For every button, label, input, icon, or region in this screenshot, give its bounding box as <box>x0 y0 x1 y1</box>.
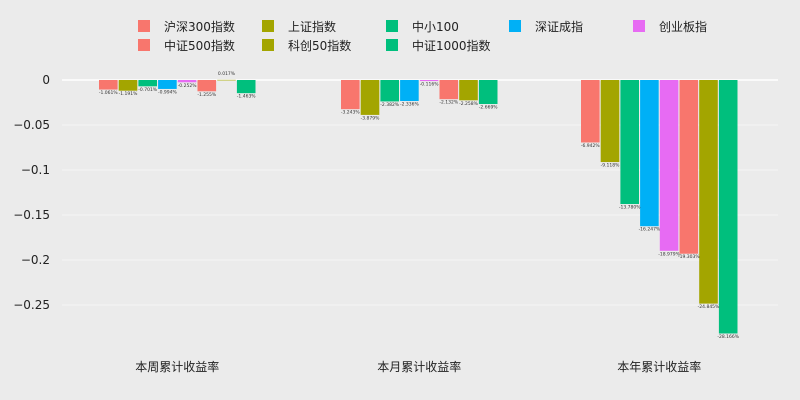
bar <box>341 80 360 110</box>
bar <box>177 80 197 83</box>
bar-value-label: -16.247% <box>639 227 661 233</box>
y-tick-label: −0.25 <box>13 298 50 312</box>
bar <box>236 80 256 94</box>
y-tick-label: −0.05 <box>13 118 50 132</box>
bar-value-label: -3.243% <box>341 110 361 116</box>
bar <box>99 80 118 90</box>
legend-swatch <box>138 39 150 51</box>
legend-swatch <box>633 20 645 32</box>
legend-label: 中证500指数 <box>164 38 235 53</box>
bar-value-label: -1.463% <box>237 94 257 100</box>
bar-value-label: -2.669% <box>479 105 499 111</box>
bar-value-label: -6.942% <box>581 143 601 149</box>
bar-value-label: 0.017% <box>218 71 236 77</box>
bar <box>459 80 478 101</box>
bar-value-label: -2.258% <box>459 101 479 107</box>
legend-swatch <box>386 20 398 32</box>
legend-label: 上证指数 <box>288 19 336 34</box>
bar-value-label: -0.701% <box>138 87 158 93</box>
bar-value-label: -18.979% <box>658 251 680 257</box>
bar-value-label: -24.845% <box>698 304 720 310</box>
bars <box>99 79 738 334</box>
bar-value-label: -9.118% <box>601 163 621 169</box>
bar-value-label: -1.061% <box>99 90 119 96</box>
bar <box>138 80 157 87</box>
bar <box>419 80 439 82</box>
bar <box>659 80 679 251</box>
bar-value-label: -19.303% <box>678 254 700 260</box>
y-axis: 0 −0.05 −0.1 −0.15 −0.2 −0.25 <box>13 73 50 312</box>
bar <box>439 80 459 100</box>
bar <box>400 80 419 102</box>
bar <box>118 80 138 91</box>
legend-label: 中小100 <box>412 19 459 34</box>
bar <box>478 80 498 105</box>
bar <box>699 80 718 304</box>
bar <box>217 79 236 81</box>
y-tick-label: 0 <box>42 73 50 87</box>
x-axis: 本周累计收益率 本月累计收益率 本年累计收益率 <box>135 359 701 374</box>
legend-label: 沪深300指数 <box>164 19 235 34</box>
y-tick-label: −0.2 <box>21 253 50 267</box>
legend-label: 创业板指 <box>659 19 707 34</box>
bar <box>640 80 659 227</box>
bar-value-label: -1.255% <box>197 92 217 98</box>
bar <box>158 80 177 89</box>
bar <box>718 80 738 334</box>
bar <box>620 80 639 205</box>
bar-labels: -1.061% -1.191%-0.701%-0.994%-0.252% -1.25… <box>99 71 740 340</box>
bar <box>600 80 620 163</box>
legend-swatch <box>138 20 150 32</box>
y-tick-label: −0.1 <box>21 163 50 177</box>
bar <box>360 80 380 115</box>
legend-label: 科创50指数 <box>288 38 351 53</box>
bar <box>197 80 217 92</box>
legend-label: 中证1000指数 <box>412 38 491 53</box>
bar-value-label: -0.116% <box>420 82 440 88</box>
y-tick-label: −0.15 <box>13 208 50 222</box>
bar-value-label: -2.336% <box>400 102 420 108</box>
legend-swatch <box>262 20 274 32</box>
legend-swatch <box>386 39 398 51</box>
bar <box>679 80 699 254</box>
x-category-label: 本年累计收益率 <box>617 359 701 374</box>
bar-value-label: -13.780% <box>619 205 641 211</box>
x-category-label: 本月累计收益率 <box>377 359 461 374</box>
legend-swatch <box>262 39 274 51</box>
x-category-label: 本周累计收益率 <box>135 359 219 374</box>
bar-value-label: -28.166% <box>717 334 739 340</box>
bar <box>380 80 399 102</box>
bar-value-label: -3.879% <box>361 115 381 121</box>
bar-value-label: -2.132% <box>439 100 459 106</box>
bar-value-label: -1.191% <box>119 91 139 97</box>
legend-swatch <box>509 20 521 32</box>
bar-value-label: -0.994% <box>158 89 178 95</box>
bar-value-label: -0.252% <box>178 83 198 89</box>
bar <box>581 80 600 143</box>
legend-label: 深证成指 <box>535 19 583 34</box>
bar-value-label: -2.382% <box>380 102 400 108</box>
